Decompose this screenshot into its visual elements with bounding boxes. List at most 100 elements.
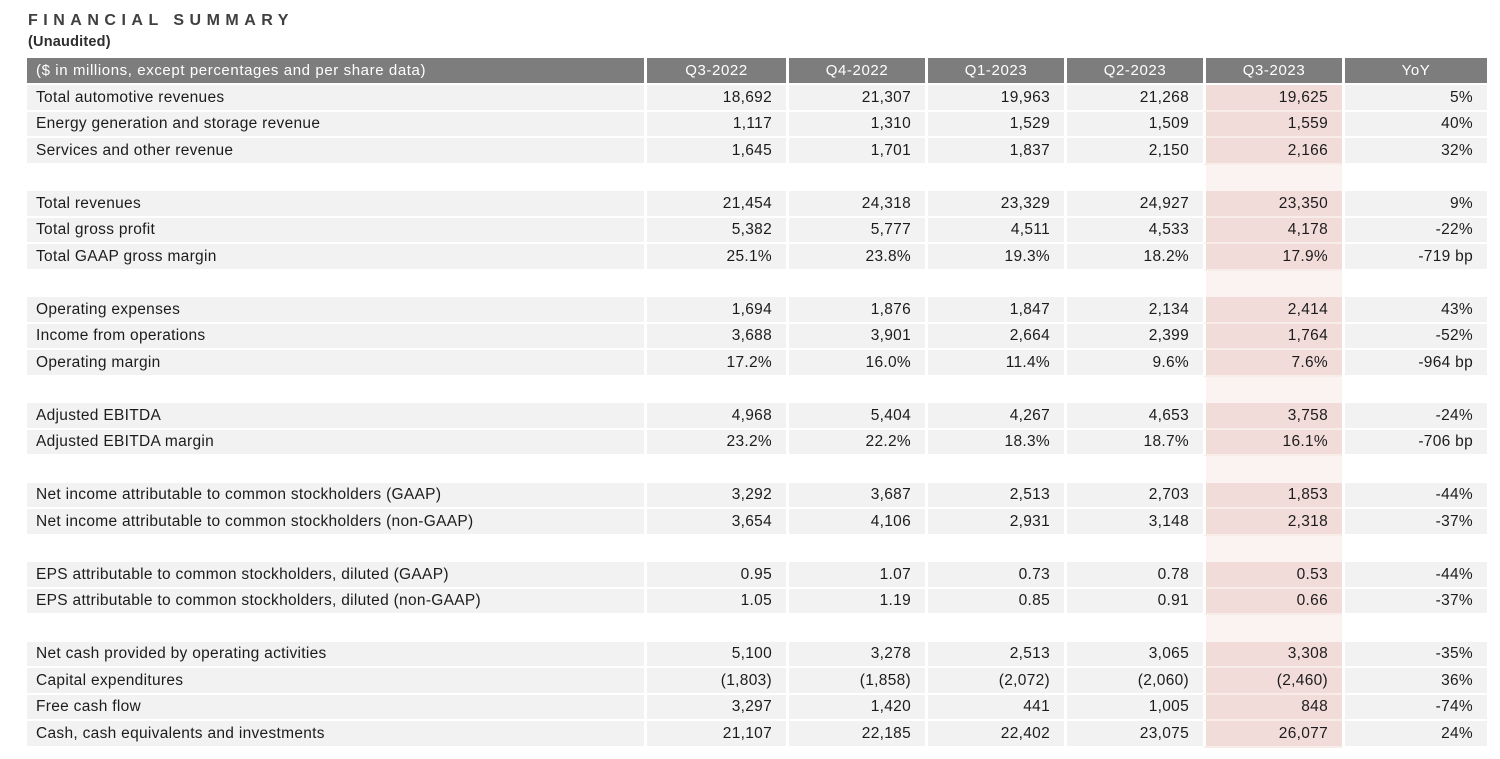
table-row-energy-generation-and-storage-revenue: Energy generation and storage revenue 1,1…: [27, 111, 1487, 138]
cell-value: 4,533: [1064, 217, 1203, 244]
cell-value: 21,107: [644, 721, 786, 748]
cell-value: 2,664: [925, 323, 1064, 350]
spacer-cell: [786, 376, 925, 403]
section-spacer-row: [27, 615, 1487, 642]
cell-value: (2,460): [1203, 668, 1342, 695]
section-spacer-row: [27, 376, 1487, 403]
row-label: EPS attributable to common stockholders,…: [27, 588, 644, 615]
spacer-cell: [1064, 535, 1203, 562]
cell-value: 24%: [1342, 721, 1487, 748]
cell-value: 2,399: [1064, 323, 1203, 350]
cell-value: 0.66: [1203, 588, 1342, 615]
cell-value: 19,625: [1203, 85, 1342, 112]
cell-value: (2,072): [925, 668, 1064, 695]
spacer-cell: [644, 535, 786, 562]
cell-value: 3,901: [786, 323, 925, 350]
table-row-services-and-other-revenue: Services and other revenue 1,645 1,701 1,83…: [27, 138, 1487, 165]
row-label: Total GAAP gross margin: [27, 244, 644, 271]
cell-value: 1,694: [644, 297, 786, 324]
financial-summary-table: ($ in millions, except percentages and p…: [27, 58, 1487, 748]
cell-value: 5,404: [786, 403, 925, 430]
cell-value: 7.6%: [1203, 350, 1342, 377]
cell-value: 1.05: [644, 588, 786, 615]
cell-value: 1,701: [786, 138, 925, 165]
table-row-total-revenues: Total revenues 21,454 24,318 23,329 24,927 23…: [27, 191, 1487, 218]
cell-value: 23,075: [1064, 721, 1203, 748]
cell-value: 3,758: [1203, 403, 1342, 430]
row-label: Cash, cash equivalents and investments: [27, 721, 644, 748]
spacer-cell: [1064, 164, 1203, 191]
cell-value: 4,106: [786, 509, 925, 536]
spacer-cell: [786, 270, 925, 297]
cell-value: 4,968: [644, 403, 786, 430]
cell-value: 441: [925, 694, 1064, 721]
cell-value: 19,963: [925, 85, 1064, 112]
cell-value: -52%: [1342, 323, 1487, 350]
spacer-cell: [925, 535, 1064, 562]
cell-value: 40%: [1342, 111, 1487, 138]
row-label: Adjusted EBITDA margin: [27, 429, 644, 456]
spacer-cell: [1342, 376, 1487, 403]
spacer-cell: [1342, 270, 1487, 297]
cell-value: 22,185: [786, 721, 925, 748]
cell-value: 1,559: [1203, 111, 1342, 138]
cell-value: 1,764: [1203, 323, 1342, 350]
cell-value: -37%: [1342, 588, 1487, 615]
cell-value: 3,308: [1203, 641, 1342, 668]
section-spacer-row: [27, 270, 1487, 297]
table-row-net-cash-provided-by-operating-activities: Net cash provided by operating activitie…: [27, 641, 1487, 668]
cell-value: (1,858): [786, 668, 925, 695]
header-col-q3-2022: Q3-2022: [644, 58, 786, 85]
cell-value: 23,350: [1203, 191, 1342, 218]
cell-value: 23.8%: [786, 244, 925, 271]
table-row-capital-expenditures: Capital expenditures (1,803) (1,858) (2,072…: [27, 668, 1487, 695]
spacer-cell: [925, 164, 1064, 191]
header-col-q2-2023: Q2-2023: [1064, 58, 1203, 85]
cell-value: 18.7%: [1064, 429, 1203, 456]
row-label: Services and other revenue: [27, 138, 644, 165]
spacer-cell: [1342, 164, 1487, 191]
spacer-cell: [27, 164, 644, 191]
cell-value: 18.3%: [925, 429, 1064, 456]
cell-value: 3,292: [644, 482, 786, 509]
cell-value: 1,645: [644, 138, 786, 165]
spacer-cell: [786, 615, 925, 642]
cell-value: 0.85: [925, 588, 1064, 615]
header-col-q4-2022: Q4-2022: [786, 58, 925, 85]
cell-value: -37%: [1342, 509, 1487, 536]
cell-value: 0.91: [1064, 588, 1203, 615]
row-label: Free cash flow: [27, 694, 644, 721]
cell-value: 2,703: [1064, 482, 1203, 509]
row-label: Income from operations: [27, 323, 644, 350]
header-units-note: ($ in millions, except percentages and p…: [27, 58, 644, 85]
cell-value: 1.19: [786, 588, 925, 615]
spacer-cell: [1342, 535, 1487, 562]
row-label: Net cash provided by operating activitie…: [27, 641, 644, 668]
table-row-adjusted-ebitda-margin: Adjusted EBITDA margin 23.2% 22.2% 18.3% 18.…: [27, 429, 1487, 456]
spacer-cell: [27, 376, 644, 403]
cell-value: 21,268: [1064, 85, 1203, 112]
cell-value: 21,307: [786, 85, 925, 112]
cell-value: 2,318: [1203, 509, 1342, 536]
cell-value: 0.53: [1203, 562, 1342, 589]
table-row-operating-expenses: Operating expenses 1,694 1,876 1,847 2,134 2,…: [27, 297, 1487, 324]
cell-value: 17.9%: [1203, 244, 1342, 271]
cell-value: 1,853: [1203, 482, 1342, 509]
cell-value: 3,687: [786, 482, 925, 509]
cell-value: 17.2%: [644, 350, 786, 377]
cell-value: 2,414: [1203, 297, 1342, 324]
row-label: Total revenues: [27, 191, 644, 218]
section-spacer-row: [27, 164, 1487, 191]
cell-value: 0.95: [644, 562, 786, 589]
cell-value: 22.2%: [786, 429, 925, 456]
table-row-income-from-operations: Income from operations 3,688 3,901 2,664 2,3…: [27, 323, 1487, 350]
cell-value: 2,134: [1064, 297, 1203, 324]
page-subtitle: (Unaudited): [28, 34, 111, 50]
cell-value: 26,077: [1203, 721, 1342, 748]
table-row-adjusted-ebitda: Adjusted EBITDA 4,968 5,404 4,267 4,653 3,758…: [27, 403, 1487, 430]
spacer-cell: [786, 456, 925, 483]
header-col-yoy: YoY: [1342, 58, 1487, 85]
cell-value: 18,692: [644, 85, 786, 112]
spacer-cell: [27, 456, 644, 483]
cell-value: -24%: [1342, 403, 1487, 430]
